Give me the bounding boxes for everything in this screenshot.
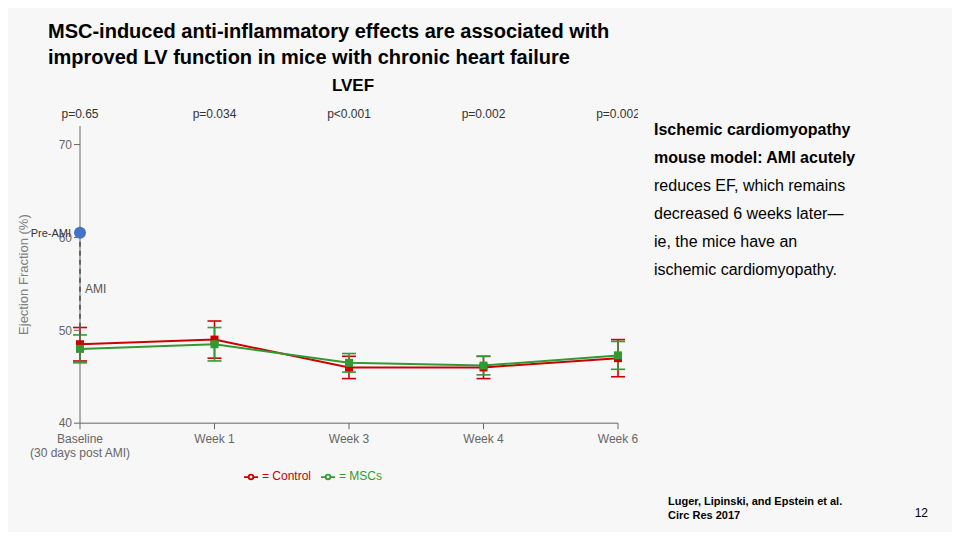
html-text:Luger, Lipinski, and Epstein e: Luger, Lipinski, and Epstein et al. Circ… — [668, 495, 843, 521]
svg-text:AMI: AMI — [85, 282, 106, 296]
html-text:ie, the mice have an: ie, the mice have an — [654, 233, 798, 250]
html-text:Ischemic cardiomyopathy: Ischemic cardiomyopathy — [654, 121, 851, 138]
html-text:ischemic cardiomyopathy.: ischemic cardiomyopathy. — [654, 261, 837, 278]
svg-text:Week 6: Week 6 — [598, 432, 638, 446]
html-text:= Control: = Control — [262, 469, 311, 484]
html-text:mouse model: AMI acutely: mouse model: AMI acutely — [654, 149, 856, 166]
html-text:improved LV function in mice w: improved LV function in mice with chroni… — [48, 46, 570, 68]
svg-text:p=0.002: p=0.002 — [462, 107, 506, 121]
svg-text:Week 3: Week 3 — [329, 432, 370, 446]
html-text:LVEF: LVEF — [331, 76, 375, 95]
svg-text:Week 4: Week 4 — [463, 432, 504, 446]
html-text:MSC-induced anti-inflammatory: MSC-induced anti-inflammatory effects ar… — [48, 20, 610, 42]
html-text:reduces EF, which remains: reduces EF, which remains — [654, 177, 846, 194]
svg-text:Ejection Fraction (%): Ejection Fraction (%) — [16, 214, 31, 335]
svg-text:p=0.002: p=0.002 — [596, 107, 638, 121]
svg-text:p=0.034: p=0.034 — [193, 107, 237, 121]
svg-text:p=0.65: p=0.65 — [61, 107, 98, 121]
html-text:12: 12 — [914, 506, 928, 520]
svg-text:50: 50 — [59, 324, 73, 338]
svg-text:40: 40 — [59, 416, 73, 430]
svg-text:Baseline(30 days post AMI): Baseline(30 days post AMI) — [30, 432, 130, 460]
svg-text:Week 1: Week 1 — [194, 432, 235, 446]
svg-text:p<0.001: p<0.001 — [327, 107, 371, 121]
html-text:= MSCs: = MSCs — [339, 469, 382, 484]
svg-text:70: 70 — [59, 138, 73, 152]
svg-text:Pre-AMI: Pre-AMI — [31, 227, 71, 239]
html-text:decreased 6 weeks later—: decreased 6 weeks later— — [654, 205, 844, 222]
